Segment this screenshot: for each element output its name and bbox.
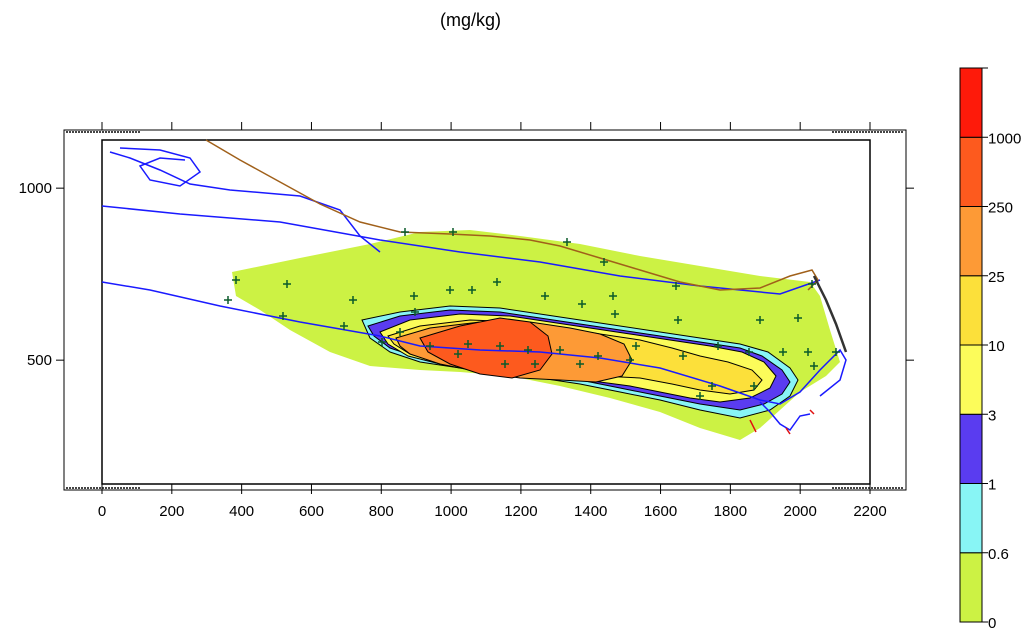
legend-label: 1 <box>988 477 996 494</box>
sample-point <box>340 322 348 330</box>
sample-point <box>756 316 764 324</box>
river-lines <box>101 147 847 431</box>
legend-label: 250 <box>988 200 1013 217</box>
sample-point <box>808 280 816 288</box>
sample-point <box>750 382 758 390</box>
zone-250-to-1000 <box>419 317 553 379</box>
boundary-line <box>205 139 819 291</box>
sample-point <box>679 352 687 360</box>
legend-label: 25 <box>988 269 1005 286</box>
sample-point <box>674 316 682 324</box>
sample-point <box>531 360 539 368</box>
sample-point <box>283 280 291 288</box>
sample-point <box>232 276 240 284</box>
sample-point <box>493 278 501 286</box>
sample-point <box>426 342 434 350</box>
x-axis: 0 200 400 600 800 1000 1200 1400 1600 1800 2000 220… <box>98 122 887 520</box>
sample-point <box>524 346 532 354</box>
sample-point <box>556 346 564 354</box>
sample-point <box>779 348 787 356</box>
legend-band <box>959 136 983 207</box>
x-tick-label: 400 <box>229 503 254 520</box>
red-marks <box>749 409 815 435</box>
sample-point <box>578 300 586 308</box>
sample-point <box>714 342 722 350</box>
sample-point <box>501 360 509 368</box>
legend-band <box>959 275 983 346</box>
sample-point <box>600 258 608 266</box>
sample-point <box>708 382 716 390</box>
legend-band <box>959 206 983 277</box>
x-tick-label: 0 <box>98 503 106 520</box>
sample-point <box>745 348 753 356</box>
x-tick-label: 200 <box>159 503 184 520</box>
sample-point <box>349 296 357 304</box>
x-tick-label: 1400 <box>574 503 607 520</box>
y-tick-label: 1000 <box>19 180 52 197</box>
sample-point <box>279 312 287 320</box>
y-axis: 500 1000 <box>19 180 914 369</box>
sample-point <box>468 286 476 294</box>
x-tick-label: 1600 <box>644 503 677 520</box>
sample-point <box>464 340 472 348</box>
sample-point <box>410 292 418 300</box>
sample-point <box>449 228 457 236</box>
sample-point <box>672 282 680 290</box>
sample-point <box>563 238 571 246</box>
legend-band <box>959 344 983 415</box>
sample-point <box>541 292 549 300</box>
sample-point <box>611 310 619 318</box>
x-tick-label: 1000 <box>434 503 467 520</box>
sample-point <box>804 348 812 356</box>
sample-point <box>794 314 802 322</box>
legend-label: 3 <box>988 407 996 424</box>
sample-point <box>224 296 232 304</box>
shoreline-structure <box>812 275 848 353</box>
sample-points <box>224 228 840 400</box>
x-tick-label: 1200 <box>504 503 537 520</box>
x-tick-label: 2200 <box>853 503 886 520</box>
sample-point <box>626 356 634 364</box>
sample-point <box>396 328 404 336</box>
outer-frame <box>63 129 907 491</box>
sample-point <box>576 360 584 368</box>
x-tick-label: 800 <box>369 503 394 520</box>
legend-band <box>959 483 983 554</box>
legend-label: 10 <box>988 338 1005 355</box>
y-tick-label: 500 <box>27 352 52 369</box>
sample-point <box>454 350 462 358</box>
x-tick-label: 600 <box>299 503 324 520</box>
sample-point <box>411 308 419 316</box>
legend-label: 0 <box>988 615 996 632</box>
legend-band <box>959 67 983 138</box>
sample-point <box>378 338 386 346</box>
sample-point <box>401 228 409 236</box>
x-tick-label: 2000 <box>783 503 816 520</box>
sample-point <box>810 362 818 370</box>
legend-band <box>959 413 983 484</box>
sample-point <box>832 348 840 356</box>
sample-point <box>609 292 617 300</box>
sample-point <box>496 342 504 350</box>
legend-band <box>959 552 983 623</box>
sample-point <box>594 352 602 360</box>
legend-label: 1000 <box>988 130 1021 147</box>
unit-label: (mg/kg) <box>440 10 502 30</box>
sample-point <box>446 286 454 294</box>
legend-label: 0.6 <box>988 546 1009 563</box>
corner-scale-marks <box>66 131 904 489</box>
x-tick-label: 1800 <box>714 503 747 520</box>
legend: 0 0.6 1 3 10 25 250 1000 <box>959 67 1021 632</box>
sample-point <box>632 342 640 350</box>
sample-point <box>696 392 704 400</box>
